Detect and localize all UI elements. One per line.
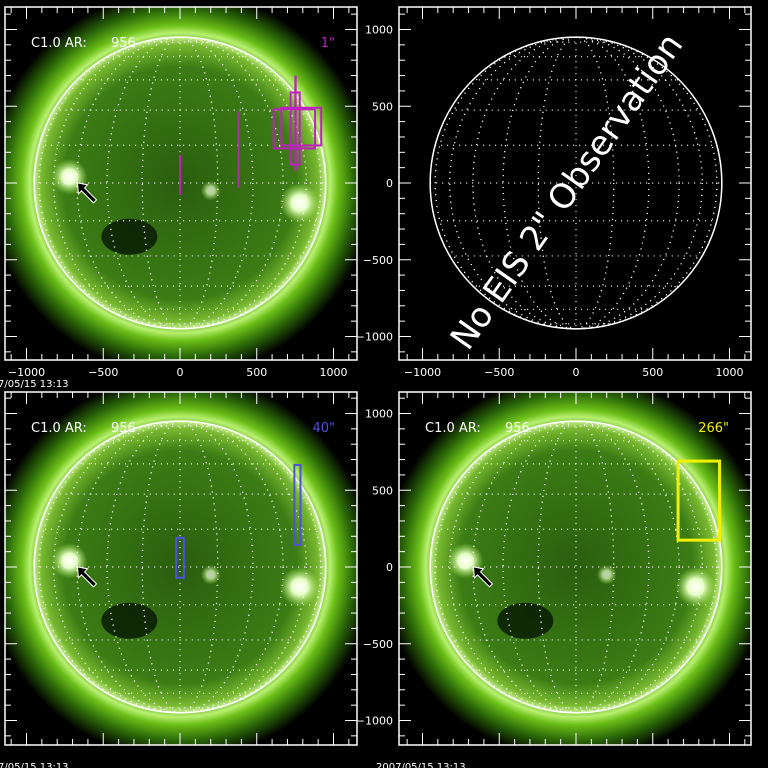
active-region-west bbox=[675, 566, 716, 607]
active-region-center bbox=[200, 564, 221, 585]
timestamp: 7/05/15 13:13 bbox=[0, 762, 69, 768]
raster-box bbox=[175, 536, 185, 579]
active-region-number: 956 bbox=[111, 421, 136, 436]
longitude-line bbox=[76, 36, 284, 330]
panel-label: C1.0 AR: bbox=[425, 421, 481, 436]
limb-circle bbox=[429, 420, 723, 714]
plot-frame bbox=[398, 391, 752, 746]
x-tick-label: −1000 bbox=[404, 366, 441, 379]
x-tick-label: 500 bbox=[642, 366, 663, 379]
active-region-number: 956 bbox=[505, 421, 530, 436]
longitude-line bbox=[449, 420, 703, 714]
panel-label: C1.0 AR: bbox=[31, 36, 87, 51]
solar-disk bbox=[34, 421, 326, 713]
active-region-west bbox=[279, 566, 320, 607]
limb-circle bbox=[429, 36, 723, 330]
no-observation-message: No EIS 2" Observation bbox=[443, 26, 691, 357]
longitude-line bbox=[449, 36, 703, 330]
x-tick-label: 0 bbox=[573, 366, 580, 379]
raster-step-label: 1" bbox=[321, 36, 335, 51]
panel-top-right: No EIS 2" Observation−1000−1000−500−5000… bbox=[356, 6, 752, 379]
arrow-icon bbox=[472, 566, 494, 588]
longitude-line bbox=[38, 36, 322, 330]
longitude-line bbox=[38, 420, 322, 714]
raster-slit bbox=[179, 154, 182, 195]
y-tick-label: 500 bbox=[372, 100, 393, 113]
raster-slit bbox=[294, 75, 297, 171]
longitude-line bbox=[502, 420, 650, 714]
y-tick-label: −500 bbox=[363, 638, 393, 651]
y-tick-label: 0 bbox=[386, 177, 393, 190]
x-tick-label: 0 bbox=[177, 366, 184, 379]
x-tick-label: −500 bbox=[88, 366, 118, 379]
longitude-line bbox=[53, 36, 307, 330]
arrow-icon bbox=[76, 566, 98, 588]
timestamp: 7/05/15 13:13 bbox=[0, 379, 69, 390]
raster-box bbox=[293, 463, 302, 546]
limb-circle bbox=[33, 420, 327, 714]
y-tick-label: 500 bbox=[372, 484, 393, 497]
raster-slit bbox=[237, 111, 240, 188]
longitude-line bbox=[76, 420, 284, 714]
panel-bottom-left: C1.0 AR: 956 40" 7/05/15 13:13 bbox=[0, 391, 358, 768]
y-tick-label: 0 bbox=[386, 561, 393, 574]
panel-content bbox=[399, 392, 751, 745]
y-tick-label: −500 bbox=[363, 254, 393, 267]
x-tick-label: −1000 bbox=[8, 366, 45, 379]
raster-box bbox=[676, 459, 722, 542]
panel-top-left: C1.0 AR: 956 1" −1000 −500 0 500 1000 7/05/15 13… bbox=[0, 6, 358, 390]
longitude-line bbox=[106, 36, 254, 330]
longitude-line bbox=[434, 36, 718, 330]
y-tick-label: 1000 bbox=[365, 24, 393, 37]
y-tick-label: 1000 bbox=[365, 408, 393, 421]
raster-step-label: 40" bbox=[312, 421, 335, 436]
longitude-line bbox=[106, 420, 254, 714]
longitude-line bbox=[53, 420, 307, 714]
active-region-number: 956 bbox=[111, 36, 136, 51]
longitude-line bbox=[434, 420, 718, 714]
coronal-hole bbox=[497, 602, 554, 639]
heliographic-grid bbox=[430, 420, 722, 714]
y-tick-label: −1000 bbox=[356, 331, 393, 344]
x-tick-label: 1000 bbox=[320, 366, 348, 379]
panel-content bbox=[429, 36, 723, 330]
arrow-icon bbox=[76, 182, 98, 204]
active-region-center bbox=[596, 564, 617, 585]
active-region-center bbox=[200, 180, 221, 201]
raster-step-label: 266" bbox=[698, 421, 729, 436]
x-tick-label: 1000 bbox=[716, 366, 744, 379]
x-tick-label: −500 bbox=[484, 366, 514, 379]
coronal-hole bbox=[101, 218, 158, 255]
y-tick-label: −1000 bbox=[356, 715, 393, 728]
panel-content bbox=[5, 7, 357, 360]
plot-frame bbox=[4, 391, 358, 746]
timestamp: 2007/05/15 13:13 bbox=[376, 762, 466, 768]
panel-bottom-right: C1.0 AR: 956 266" −1000 −500 0 500 1000 2007/05/… bbox=[356, 391, 752, 768]
active-region-west bbox=[279, 182, 320, 223]
raster-box bbox=[280, 106, 323, 147]
x-tick-label: 500 bbox=[246, 366, 267, 379]
panel-label: C1.0 AR: bbox=[31, 421, 87, 436]
coronal-hole bbox=[101, 602, 158, 639]
solar-disk bbox=[430, 421, 722, 713]
panel-content bbox=[5, 392, 357, 745]
longitude-line bbox=[502, 36, 650, 330]
limb-circle bbox=[33, 36, 327, 330]
